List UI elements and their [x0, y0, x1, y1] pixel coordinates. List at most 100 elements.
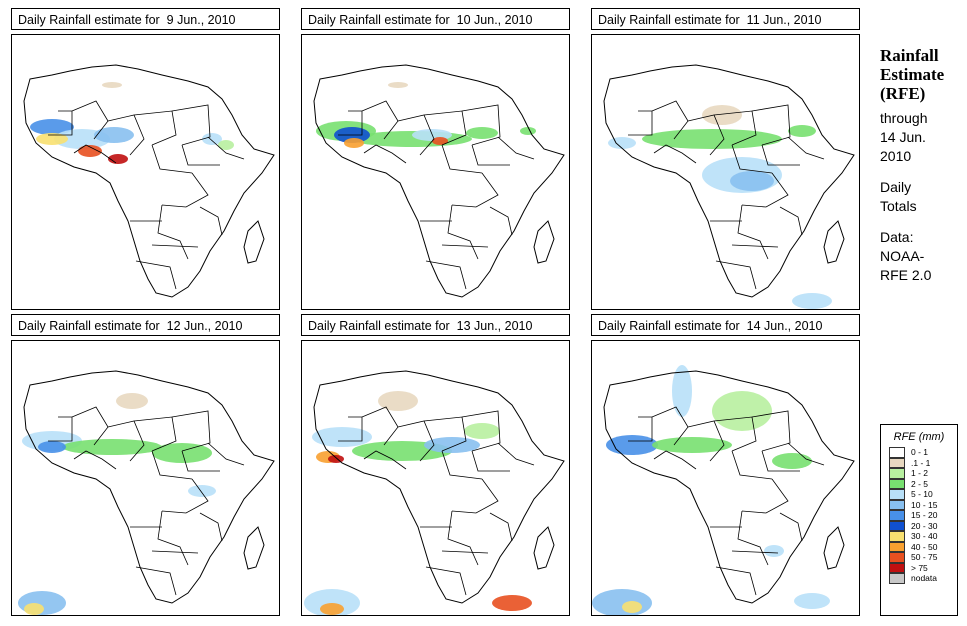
- map-panel-jun-9: Daily Rainfall estimate for 9 Jun., 2010: [11, 8, 282, 310]
- country-border: [151, 144, 193, 174]
- country-border: [107, 114, 145, 156]
- africa-coastline: [313, 64, 565, 298]
- country-border: [779, 512, 803, 542]
- country-border: [651, 406, 689, 446]
- country-border: [363, 450, 407, 470]
- rainfall-area: [702, 105, 742, 125]
- country-border: [423, 110, 467, 146]
- country-border: [48, 110, 73, 136]
- country-border: [651, 100, 689, 140]
- rainfall-area: [432, 137, 448, 145]
- country-border: [441, 244, 489, 248]
- legend-swatch: [889, 552, 905, 563]
- country-border: [425, 566, 467, 596]
- country-border: [751, 410, 791, 452]
- rainfall-area: [344, 138, 364, 148]
- date-line: 2010: [880, 148, 912, 164]
- legend-item: 1 - 2: [881, 468, 957, 479]
- legend-swatch: [889, 573, 905, 584]
- legend-label: 5 - 10: [911, 489, 933, 499]
- map-canvas: [304, 370, 565, 615]
- legend-item: .1 - 1: [881, 457, 957, 468]
- legend-label: 10 - 15: [911, 499, 938, 510]
- country-border: [687, 114, 725, 156]
- country-border: [471, 450, 510, 472]
- panel-title: Daily Rainfall estimate for 13 Jun., 201…: [301, 314, 570, 336]
- map-canvas: [603, 64, 855, 309]
- country-border: [361, 406, 399, 446]
- rainfall-area: [218, 140, 234, 150]
- legend-label: 15 - 20: [911, 510, 938, 520]
- legend-item: 15 - 20: [881, 510, 957, 521]
- rainfall-area: [62, 439, 162, 455]
- country-border: [171, 104, 211, 146]
- rainfall-area: [102, 82, 122, 88]
- country-border: [451, 172, 499, 208]
- legend-item: 40 - 50: [881, 541, 957, 552]
- daily-label: Daily: [880, 179, 912, 195]
- rainfall-area: [464, 423, 500, 439]
- legend-swatch: [889, 478, 905, 489]
- country-border: [397, 114, 435, 156]
- map-canvas: [313, 64, 565, 298]
- country-border: [461, 410, 501, 452]
- legend-item: 20 - 30: [881, 520, 957, 531]
- country-border: [425, 260, 467, 290]
- legend-label: 50 - 75: [911, 552, 938, 562]
- legend-label: 40 - 50: [911, 541, 938, 552]
- map-panel-jun-12: Daily Rainfall estimate for 12 Jun., 201…: [11, 314, 282, 616]
- panel-title: Daily Rainfall estimate for 11 Jun., 201…: [591, 8, 860, 30]
- country-border: [338, 416, 363, 442]
- rainfall-map: [301, 340, 570, 616]
- map-panel-jun-13: Daily Rainfall estimate for 13 Jun., 201…: [301, 314, 572, 616]
- madagascar-coastline: [823, 220, 845, 264]
- country-border: [489, 512, 513, 542]
- heading-line: Estimate: [880, 65, 945, 84]
- country-border: [151, 450, 193, 480]
- country-border: [199, 512, 223, 542]
- rainfall-area: [642, 129, 782, 149]
- rainfall-area: [712, 391, 772, 431]
- rainfall-map: [591, 34, 860, 310]
- country-border: [761, 450, 800, 472]
- country-border: [71, 100, 109, 140]
- legend-item: 10 - 15: [881, 499, 957, 510]
- country-border: [731, 550, 779, 554]
- rainfall-area: [188, 485, 216, 497]
- rainfall-area: [424, 437, 480, 453]
- rainfall-area: [108, 154, 128, 164]
- rainfall-area: [652, 437, 732, 453]
- country-border: [451, 478, 499, 514]
- rainfall-area: [730, 171, 774, 191]
- panel-title: Daily Rainfall estimate for 10 Jun., 201…: [301, 8, 570, 30]
- country-border: [207, 442, 245, 466]
- africa-coastline: [23, 64, 275, 298]
- country-border: [497, 442, 535, 466]
- legend-label: 0 - 1: [911, 447, 929, 457]
- madagascar-coastline: [533, 220, 555, 264]
- panel-title: Daily Rainfall estimate for 9 Jun., 2010: [11, 8, 280, 30]
- rainfall-area: [672, 365, 692, 417]
- country-border: [461, 104, 501, 146]
- source-line: RFE 2.0: [880, 267, 932, 283]
- country-border: [199, 206, 223, 236]
- country-border: [161, 172, 209, 208]
- rainfall-area: [764, 545, 784, 557]
- rainfall-area: [202, 133, 222, 145]
- legend-item: 0 - 1: [881, 447, 957, 458]
- country-border: [133, 416, 177, 452]
- country-border: [761, 144, 800, 166]
- map-canvas: [23, 64, 275, 298]
- legend-swatch: [889, 520, 905, 531]
- country-border: [741, 172, 789, 208]
- country-border: [687, 420, 725, 462]
- legend-label: > 75: [911, 562, 928, 573]
- rainfall-map: [591, 340, 860, 616]
- rainfall-area: [94, 127, 134, 143]
- map-panel-jun-10: Daily Rainfall estimate for 10 Jun., 201…: [301, 8, 572, 310]
- country-border: [157, 510, 189, 566]
- madagascar-coastline: [533, 526, 555, 570]
- rainfall-area: [794, 593, 830, 609]
- country-border: [441, 550, 489, 554]
- rainfall-area: [36, 133, 68, 145]
